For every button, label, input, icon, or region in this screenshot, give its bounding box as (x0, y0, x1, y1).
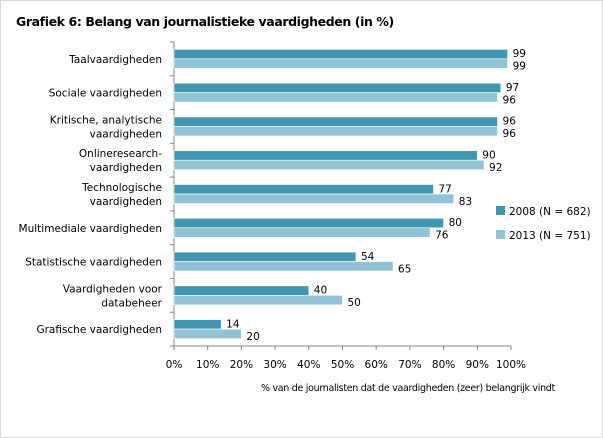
chart-title: Grafiek 6: Belang van journalistieke vaa… (16, 14, 394, 29)
bar-2013 (173, 227, 431, 238)
x-tick-label: 40% (297, 359, 320, 371)
data-label: 97 (506, 82, 519, 94)
bar-2008 (173, 49, 508, 60)
x-tick-label: 50% (331, 359, 354, 371)
bar-2008 (173, 150, 478, 161)
x-axis-title: % van de journalisten dat de vaardighede… (261, 383, 556, 394)
category-label: Vaardigheden voor (63, 283, 163, 295)
data-label: 20 (246, 331, 259, 343)
data-label: 77 (438, 183, 451, 195)
data-label: 92 (489, 162, 502, 174)
data-label: 99 (513, 61, 526, 73)
legend-swatch-2013 (496, 230, 505, 239)
x-tick-label: 100% (496, 359, 526, 371)
bar-2013 (173, 193, 455, 204)
legend-label-2008: 2008 (N = 682) (509, 206, 591, 218)
category-label: Grafische vaardigheden (36, 324, 162, 336)
bar-2013 (173, 328, 242, 339)
category-label: vaardigheden (90, 128, 162, 140)
data-label: 99 (513, 48, 526, 60)
data-label: 40 (314, 285, 327, 297)
data-label: 96 (503, 128, 517, 140)
x-tick-label: 10% (196, 359, 219, 371)
category-label: Onlineresearch- (79, 148, 162, 160)
data-label: 96 (503, 116, 517, 128)
bar-2008 (173, 184, 434, 195)
data-label: 90 (482, 149, 495, 161)
category-label: vaardigheden (90, 162, 162, 174)
category-label: Technologische (81, 182, 162, 194)
data-label: 76 (435, 230, 449, 242)
legend-label-2013: 2013 (N = 751) (509, 230, 591, 242)
bar-2008 (173, 217, 444, 229)
x-tick-label: 0% (166, 359, 183, 371)
bar-2013 (173, 126, 498, 137)
bar-2013 (173, 159, 485, 171)
category-label: Sociale vaardigheden (49, 88, 162, 100)
bar-2008 (173, 82, 502, 93)
legend-swatch-2008 (496, 206, 505, 215)
data-label: 14 (226, 318, 240, 330)
data-label: 80 (449, 217, 462, 229)
bar-2008 (173, 319, 222, 330)
category-label: Kritische, analytische (50, 114, 162, 126)
bar-2008 (173, 116, 498, 127)
x-tick-label: 70% (398, 359, 421, 371)
data-label: 96 (503, 94, 517, 106)
category-label: databeheer (101, 297, 162, 309)
x-tick-label: 20% (230, 359, 253, 371)
bar-2013 (173, 92, 498, 103)
x-tick-label: 90% (466, 359, 489, 371)
x-tick-label: 80% (432, 359, 455, 371)
bar-2013 (173, 261, 394, 272)
bar-2008 (173, 285, 310, 296)
bar-2013 (173, 58, 508, 69)
x-tick-label: 60% (365, 359, 388, 371)
category-label: vaardigheden (90, 196, 162, 208)
data-label: 54 (361, 251, 375, 263)
category-label: Multimediale vaardigheden (19, 223, 162, 235)
data-label: 50 (348, 297, 361, 309)
category-label: Taalvaardigheden (68, 54, 162, 66)
x-tick-label: 30% (263, 359, 286, 371)
bar-2013 (173, 295, 343, 306)
data-label: 65 (398, 263, 411, 275)
category-label: Statistische vaardigheden (25, 257, 162, 269)
data-label: 83 (459, 196, 472, 208)
bar-2008 (173, 251, 357, 262)
